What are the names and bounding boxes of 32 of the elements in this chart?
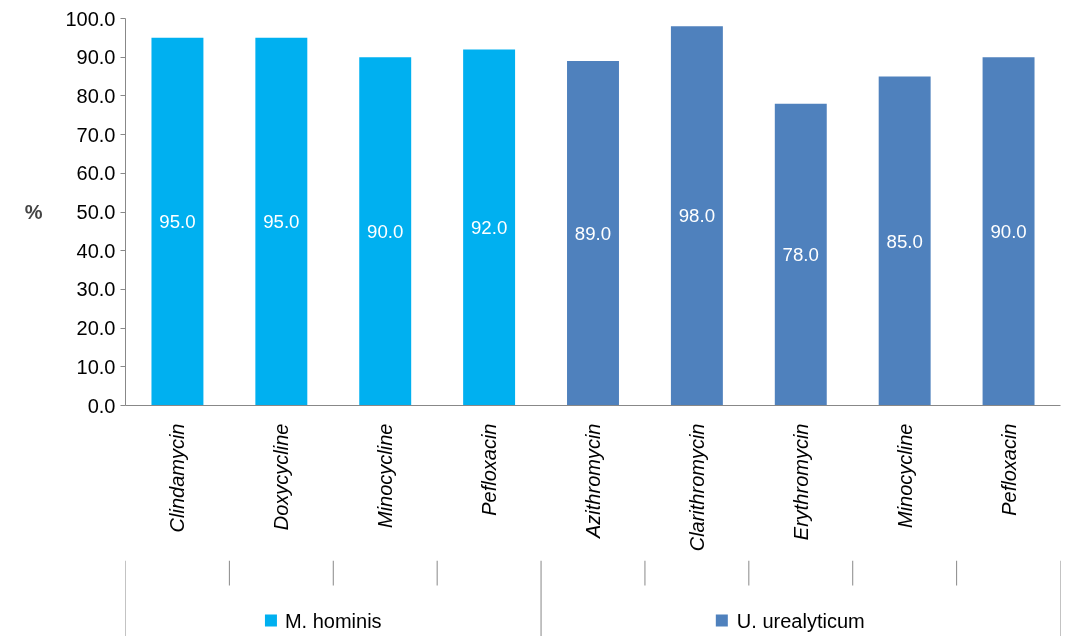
- y-tick-label: 60.0: [76, 162, 116, 185]
- x-tick-label: Doxycycline: [270, 423, 293, 531]
- x-tick-label: Clindamycin: [166, 423, 189, 533]
- y-tick-label: 90.0: [76, 46, 116, 69]
- x-tick-label: Pefloxacin: [478, 423, 501, 516]
- x-tick-label: Azithromycin: [582, 423, 604, 539]
- y-tick-label: 20.0: [76, 317, 116, 340]
- data-label: 92.0: [470, 216, 508, 238]
- data-label: 95.0: [263, 211, 300, 233]
- x-tick-label: Minocycline: [893, 423, 916, 528]
- legend-label: M. hominis: [284, 609, 382, 632]
- x-tick-label: Pefloxacin: [997, 423, 1020, 516]
- legend-label: U. urealyticum: [736, 609, 865, 632]
- y-tick-label: 70.0: [76, 123, 116, 146]
- y-tick-label: 0.0: [87, 394, 116, 417]
- data-label: 95.0: [159, 211, 196, 233]
- y-tick-label: 40.0: [76, 239, 116, 262]
- data-label: 78.0: [782, 244, 819, 266]
- data-label: 85.0: [886, 230, 923, 252]
- y-tick-label: 50.0: [76, 201, 116, 223]
- y-tick-label: 30.0: [76, 278, 116, 301]
- y-axis-title: %: [24, 201, 43, 223]
- data-label: 90.0: [367, 220, 404, 242]
- x-tick-label: Minocycline: [374, 423, 397, 528]
- x-tick-label: Clarithromycin: [685, 423, 708, 552]
- data-label: 89.0: [574, 222, 612, 244]
- data-label: 98.0: [678, 205, 716, 227]
- x-tick-label: Erythromycin: [789, 423, 812, 541]
- y-tick-label: 80.0: [76, 84, 116, 107]
- data-label: 90.0: [990, 220, 1027, 242]
- y-tick-label: 100.0: [65, 7, 116, 30]
- y-tick-label: 10.0: [76, 355, 116, 378]
